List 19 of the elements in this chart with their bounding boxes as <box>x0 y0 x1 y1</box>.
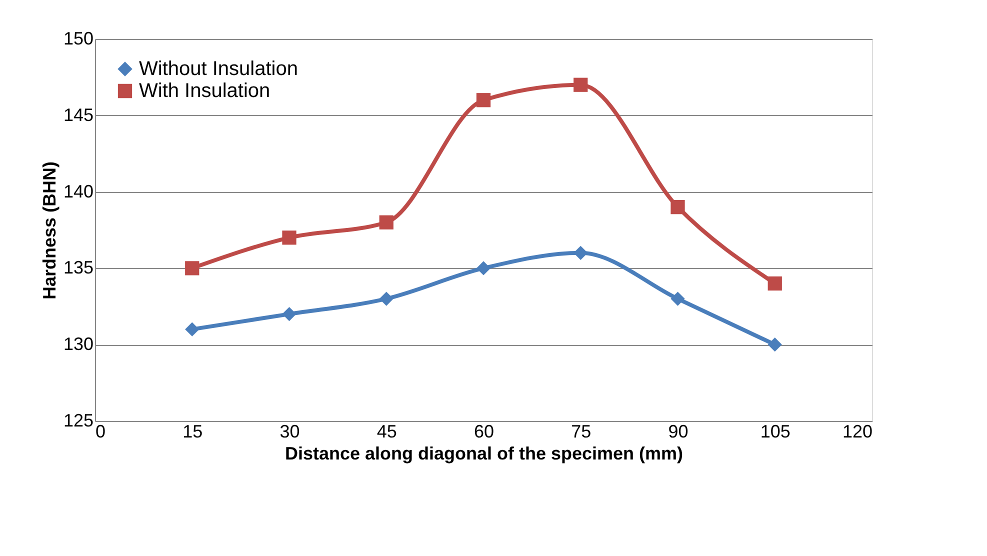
x-tick-label: 105 <box>760 422 790 442</box>
x-tick-label: 75 <box>571 422 592 442</box>
x-tick-label: 45 <box>376 422 397 442</box>
x-tick-label: 15 <box>182 422 203 442</box>
x-tick-label: 120 <box>842 422 872 442</box>
x-tick-label: 60 <box>474 422 494 442</box>
x-axis-title: Distance along diagonal of the specimen (mm) <box>284 444 684 464</box>
x-tick-label: 90 <box>668 422 688 442</box>
x-tick-label: 0 <box>96 422 106 442</box>
y-tick-label: 145 <box>63 104 94 125</box>
y-tick-label: 125 <box>63 410 94 430</box>
legend-label: Without Insulation <box>139 58 298 80</box>
y-axis-title: Hardness (BHN) <box>39 161 60 300</box>
y-tick-label: 140 <box>63 181 94 202</box>
y-tick-label: 135 <box>63 258 94 278</box>
y-tick-label: 150 <box>63 28 94 48</box>
legend-label: With Insulation <box>139 80 270 102</box>
y-tick-label: 130 <box>63 334 94 354</box>
x-tick-label: 30 <box>280 422 300 442</box>
